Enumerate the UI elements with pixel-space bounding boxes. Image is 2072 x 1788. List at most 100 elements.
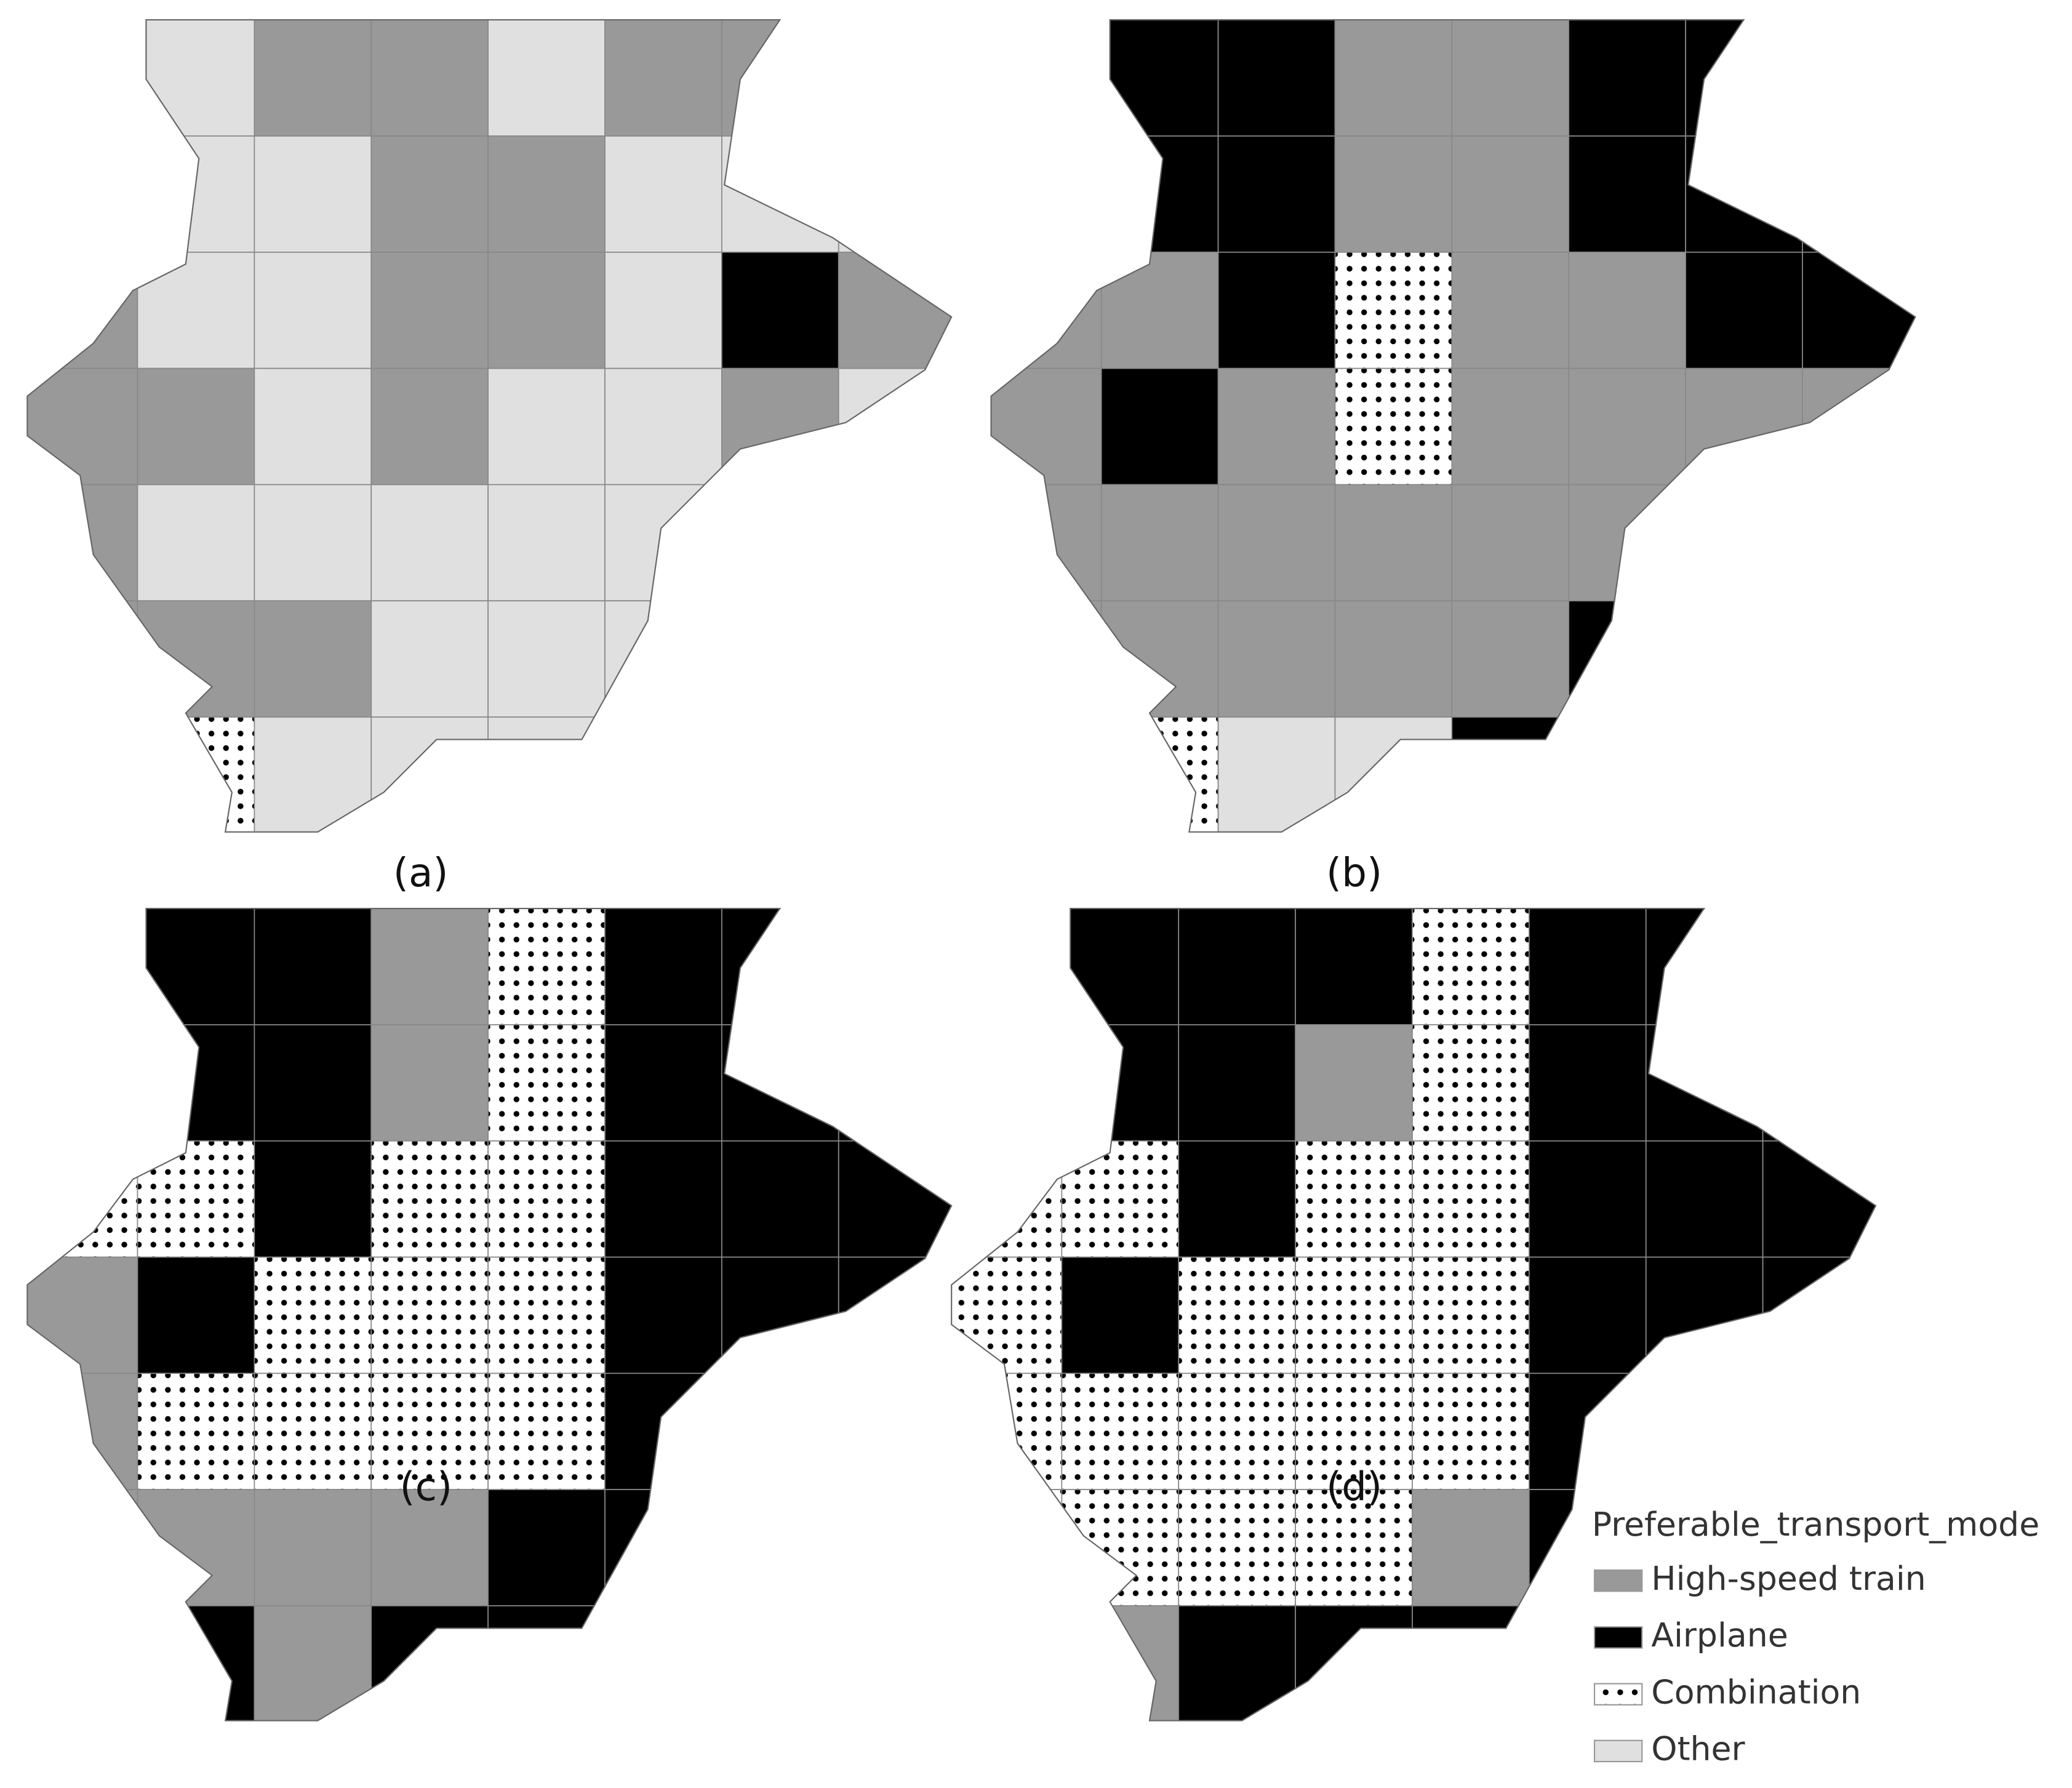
region-cell [137,1489,255,1606]
map-outline [26,908,953,1722]
region-cell [487,20,606,137]
map-panel [951,908,1877,1722]
region-cell [27,1605,138,1721]
region-cell [951,1024,1063,1142]
region-cell [1802,20,1916,137]
region-cell [487,908,606,1025]
region-cell [254,716,372,832]
region-cell [838,908,952,1025]
region-cell [604,908,722,1025]
region-cell [370,600,489,718]
region-cell [1178,1605,1296,1721]
legend-title: Preferable_transport_mode [1592,1505,2039,1544]
region-cell [1802,251,1916,369]
region-cell [1100,716,1219,832]
region-cell [487,251,606,369]
region-cell [604,367,722,486]
region-cell [1568,20,1686,137]
region-cell [27,20,138,137]
region-cell [1528,1256,1647,1374]
region-cell [1178,1024,1296,1142]
region-cell [1762,1140,1876,1258]
region-cell [254,1140,372,1258]
region-cell [1412,1605,1530,1721]
region-cell [1802,716,1916,832]
region-cell [254,251,372,369]
region-cell [1217,716,1336,832]
region-cell [1568,484,1686,602]
region-cell [137,484,255,602]
region-cell [1412,908,1530,1025]
region-cell [254,1024,372,1142]
region-cell [1217,20,1336,137]
region-cell [370,484,489,602]
region-cell [1100,367,1219,486]
region-cell [370,1373,489,1490]
region-cell [838,484,952,602]
region-cell [487,484,606,602]
region-cell [838,1024,952,1142]
region-cell [370,1256,489,1374]
region-cell [1802,135,1916,253]
legend-label: High-speed train [1651,1559,1926,1598]
region-cell [254,1373,372,1490]
region-cell [1451,20,1570,137]
region-cell [1295,1024,1413,1142]
region-cell [137,908,255,1025]
region-cell [1295,1373,1413,1490]
region-cell [721,1256,839,1374]
region-cell [604,1256,722,1374]
region-cell [1100,251,1219,369]
region-cell [487,1140,606,1258]
map-panel [26,19,953,833]
region-cell [27,1489,138,1606]
region-cell [487,135,606,253]
region-cell [604,1605,722,1721]
region-cell [370,1140,489,1258]
region-cell [1451,135,1570,253]
region-cell [1568,600,1686,718]
region-cell [254,1605,372,1721]
region-cell [1334,484,1453,602]
region-cell [1451,251,1570,369]
region-cell [1528,1373,1647,1490]
region-cell [1802,484,1916,602]
region-cell [1100,600,1219,718]
region-cell [370,20,489,137]
region-cell [604,1024,722,1142]
region-cell [838,716,952,832]
map-outline [951,908,1877,1722]
region-cell [1451,716,1570,832]
region-cell [604,1373,722,1490]
region-cell [1061,1140,1180,1258]
legend-label: Other [1651,1730,1745,1768]
panel-caption: (b) [1326,850,1382,896]
region-cell [721,20,839,137]
region-cell [721,251,839,369]
region-cell [137,251,255,369]
legend-swatch [1593,1739,1643,1763]
region-cell [370,1024,489,1142]
region-cell [370,135,489,253]
region-cell [27,716,138,832]
region-cell [1100,484,1219,602]
region-cell [991,716,1102,832]
region-cell [487,1024,606,1142]
region-cell [1568,716,1686,832]
region-cell [1178,1256,1296,1374]
region-cell [1061,908,1180,1025]
region-cell [487,1605,606,1721]
region-cell [1061,1489,1180,1606]
region-cell [1295,1256,1413,1374]
map-cells [27,20,952,832]
region-cell [1412,1140,1530,1258]
region-cell [1802,600,1916,718]
region-cell [1802,367,1916,486]
region-cell [1685,135,1803,253]
region-cell [604,251,722,369]
region-cell [487,600,606,718]
region-cell [721,1024,839,1142]
legend-swatch [1593,1626,1643,1649]
region-cell [137,367,255,486]
